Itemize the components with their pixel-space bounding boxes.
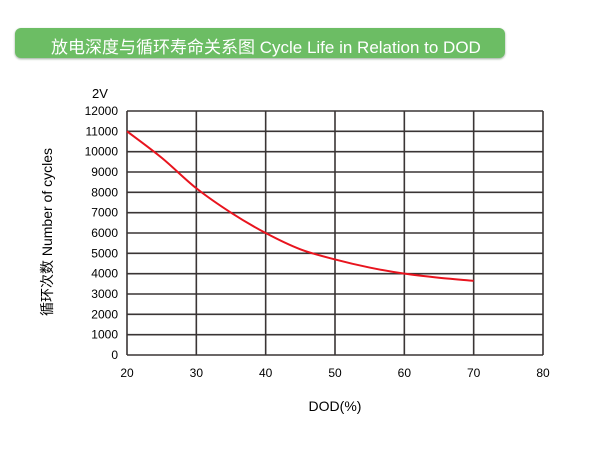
chart-title: 放电深度与循环寿命关系图 Cycle Life in Relation to D… [51,38,481,57]
y-tick-label: 0 [111,348,118,362]
y-tick-label: 9000 [91,165,118,179]
y-tick-label: 8000 [91,185,118,199]
x-tick-label: 60 [398,366,412,380]
title-banner: 放电深度与循环寿命关系图 Cycle Life in Relation to D… [15,28,505,58]
y-tick-label: 7000 [91,206,118,220]
x-tick-label: 70 [467,366,481,380]
y-tick-label: 6000 [91,226,118,240]
y-tick-label: 1000 [91,328,118,342]
y-tick-label: 2000 [91,307,118,321]
y-tick-label: 12000 [85,104,119,118]
y-axis-label: 循环次数 Number of cycles [39,148,55,316]
y-tick-label: 10000 [85,145,119,159]
x-tick-label: 30 [190,366,204,380]
y-tick-label: 5000 [91,246,118,260]
cycle-life-curve [126,130,474,282]
y-tick-label: 3000 [91,287,118,301]
x-tick-label: 50 [328,366,342,380]
y-tick-label: 11000 [86,124,119,138]
y-tick-label: 4000 [91,267,118,281]
x-tick-label: 40 [259,366,273,380]
subtitle: 2V [92,86,108,101]
x-axis-label: DOD(%) [309,398,362,414]
x-tick-label: 80 [536,366,550,380]
x-tick-label: 20 [120,366,134,380]
